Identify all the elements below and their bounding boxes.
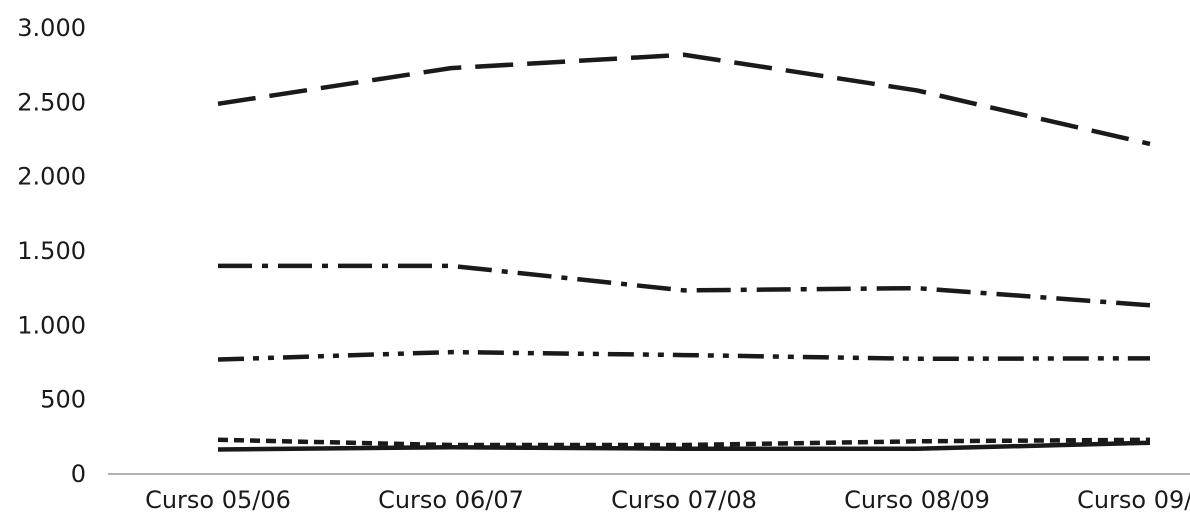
x-tick-label: Curso 07/08: [611, 486, 757, 514]
y-tick-label: 3.000: [17, 14, 86, 42]
series-line-long-dash: [217, 52, 1151, 147]
x-axis-tick-labels: Curso 05/06 Curso 06/07 Curso 07/08 Curso 0…: [145, 486, 1190, 514]
series-line-short-dash: [217, 437, 1151, 448]
x-tick-label: Curso 05/06: [145, 486, 291, 514]
y-tick-label: 1.000: [17, 311, 86, 339]
x-tick-label: Curso 06/07: [378, 486, 524, 514]
y-tick-label: 1.500: [17, 237, 86, 265]
y-tick-label: 2.500: [17, 88, 86, 116]
y-tick-label: 0: [71, 460, 86, 488]
series-lines: [217, 52, 1151, 452]
y-tick-label: 500: [40, 386, 86, 414]
x-tick-label: Curso 09/10: [1077, 486, 1190, 514]
y-tick-label: 2.000: [17, 163, 86, 191]
y-axis-tick-labels: 0 500 1.000 1.500 2.000 2.500 3.000: [17, 14, 86, 488]
series-line-dash-dot-dot: [217, 349, 1151, 362]
series-line-dash-dot: [218, 263, 1151, 308]
x-tick-label: Curso 08/09: [844, 486, 990, 514]
series-line-solid: [217, 440, 1151, 452]
